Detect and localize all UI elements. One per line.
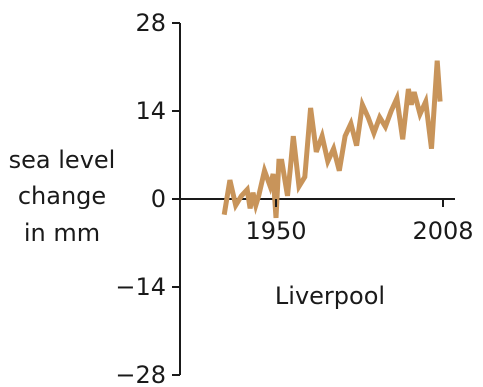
y-tick-label: 28 xyxy=(135,9,166,37)
y-tick-label: −28 xyxy=(115,361,166,387)
x-tick-label: 1950 xyxy=(245,217,306,245)
y-axis-label-line-2: change xyxy=(18,182,106,210)
location-label: Liverpool xyxy=(275,282,385,310)
ticks: 28 14 0 −14 −28 1950 2008 xyxy=(115,9,473,387)
x-tick-label: 2008 xyxy=(412,217,473,245)
y-tick-label: 0 xyxy=(151,185,166,213)
y-axis-label-line-1: sea level xyxy=(9,146,116,174)
series xyxy=(221,60,443,219)
y-axis-label-line-3: in mm xyxy=(24,219,100,247)
axes xyxy=(179,23,455,375)
y-tick-label: 14 xyxy=(135,97,166,125)
sea-level-series-line xyxy=(221,60,443,219)
y-tick-label: −14 xyxy=(115,273,166,301)
